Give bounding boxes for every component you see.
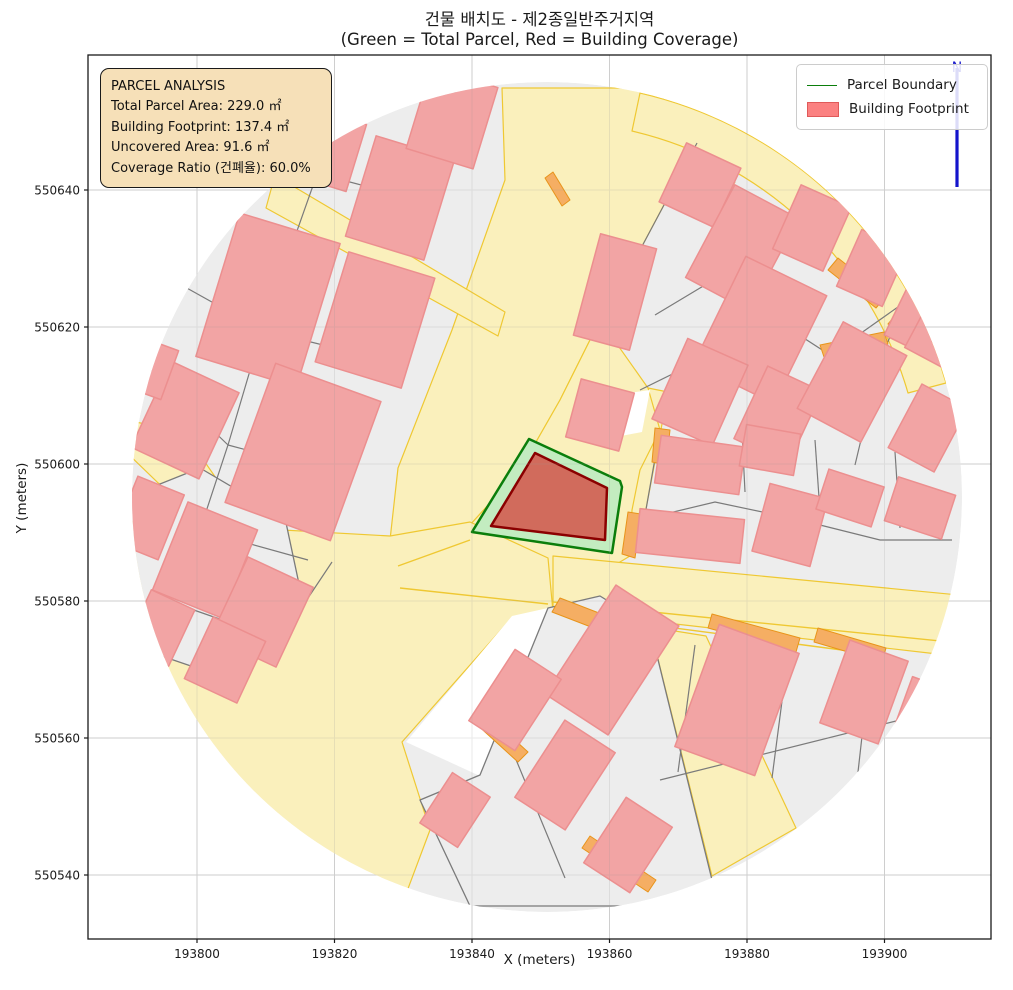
y-tick-label: 550620 [34, 321, 80, 335]
layer-highlight-building [489, 451, 609, 542]
legend-item-building-footprint: Building Footprint [807, 97, 977, 121]
y-tick-label: 550540 [34, 869, 80, 883]
building-footprint-patch-swatch [807, 101, 839, 117]
x-tick-label: 193800 [174, 947, 220, 961]
x-tick-label: 193900 [862, 947, 908, 961]
grid-overlay [88, 55, 991, 939]
parcel-analysis-box: PARCEL ANALYSIS Total Parcel Area: 229.0… [100, 68, 332, 189]
analysis-uncovered-area: Uncovered Area: 91.6 ㎡ [111, 140, 270, 156]
analysis-coverage-ratio: Coverage Ratio (건폐율): 60.0% [111, 160, 311, 176]
x-tick-label: 193860 [587, 947, 633, 961]
analysis-total-parcel-area: Total Parcel Area: 229.0 ㎡ [111, 99, 282, 115]
y-tick-label: 550640 [34, 184, 80, 198]
x-axis-label: X (meters) [503, 952, 576, 968]
y-tick-label: 550580 [34, 595, 80, 609]
x-tick-label: 193880 [724, 947, 770, 961]
map-area [132, 82, 962, 912]
y-axis-label: Y (meters) [14, 462, 30, 534]
analysis-building-footprint: Building Footprint: 137.4 ㎡ [111, 119, 290, 135]
legend: Parcel Boundary Building Footprint [796, 64, 988, 130]
layer-buildings [132, 82, 962, 894]
legend-item-parcel-boundary: Parcel Boundary [807, 73, 977, 97]
chart-subtitle: (Green = Total Parcel, Red = Building Co… [340, 30, 739, 49]
legend-label-building-footprint: Building Footprint [849, 101, 969, 117]
y-tick-label: 550600 [34, 458, 80, 472]
parcel-boundary-line-swatch [807, 84, 837, 86]
chart-title: 건물 배치도 - 제2종일반주거지역 [424, 10, 655, 29]
x-tick-label: 193840 [449, 947, 495, 961]
y-tick-label: 550560 [34, 732, 80, 746]
x-tick-label: 193820 [312, 947, 358, 961]
legend-label-parcel-boundary: Parcel Boundary [847, 77, 957, 93]
axis-ticks: 193800 193820 193840 193860 193880 193900 5506… [34, 184, 907, 962]
analysis-title: PARCEL ANALYSIS [111, 79, 226, 94]
plot-border [87, 54, 992, 940]
